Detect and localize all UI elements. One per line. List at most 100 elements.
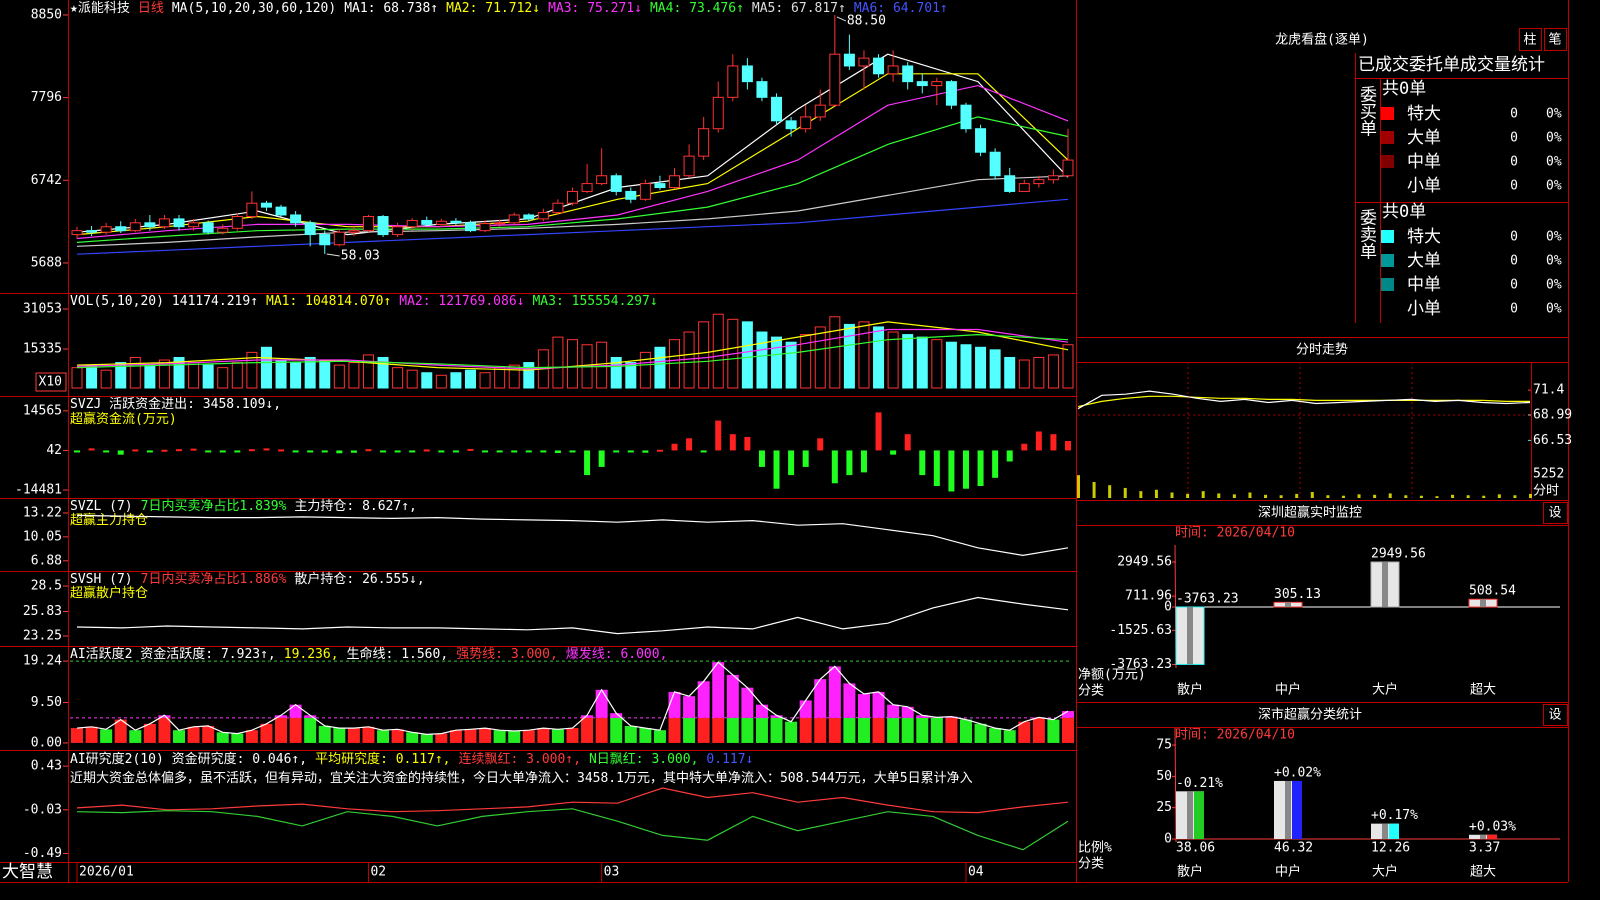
header-item: 日线	[138, 1, 164, 16]
activity-bar	[318, 725, 331, 743]
intraday-volume	[1357, 494, 1361, 498]
candle-body	[217, 227, 229, 233]
high-pointer	[836, 16, 847, 22]
volume-bar	[1018, 359, 1030, 389]
activity-bar-top	[158, 715, 171, 718]
flow-bar	[598, 450, 605, 467]
flow-bar	[292, 450, 299, 453]
x-tick-label: 03	[604, 865, 620, 880]
activity-bar	[522, 730, 535, 743]
value-label: 46.32	[1274, 841, 1313, 856]
activity-bar	[697, 717, 710, 743]
candle-body	[260, 202, 272, 208]
intraday-volume	[1154, 489, 1158, 498]
color-swatch	[1381, 230, 1394, 243]
intraday-volume	[1419, 495, 1423, 498]
activity-bar	[755, 717, 768, 743]
y-tick-label: 0	[1164, 600, 1172, 615]
candle-body	[479, 223, 491, 232]
volume-bar	[377, 356, 389, 389]
activity-bar-top	[668, 691, 681, 718]
flow-bar	[350, 450, 357, 453]
activity-bar	[1018, 721, 1031, 743]
flow-bar	[176, 449, 183, 452]
intraday-volume	[1123, 487, 1127, 498]
candle-body	[698, 128, 710, 157]
row-name: 中单	[1407, 275, 1441, 295]
category-label: 大户	[1372, 864, 1398, 880]
candle-body	[246, 202, 258, 218]
header-item: 超赢主力持仓	[70, 512, 148, 528]
header-item: MA1: 68.738↑	[344, 1, 438, 16]
volume-bar	[654, 346, 666, 389]
candle-body	[86, 230, 98, 233]
volume-bar	[975, 346, 987, 389]
volume-bar	[960, 344, 972, 389]
row-count: 0	[1510, 278, 1518, 293]
flow-bar	[1006, 450, 1013, 462]
category-label: 散户	[1177, 682, 1203, 698]
flow-bar	[88, 448, 95, 451]
volume-bar	[392, 367, 404, 389]
flow-bar	[919, 450, 926, 476]
intraday-volume	[1279, 495, 1283, 498]
intraday-vtick-label: 5252	[1533, 466, 1564, 481]
activity-bar	[304, 717, 317, 743]
volume-bar	[800, 334, 812, 389]
activity-bar-top	[712, 662, 725, 718]
candle-body	[115, 226, 127, 232]
low-pointer	[326, 253, 340, 257]
candle-body	[785, 120, 797, 130]
volume-bar	[785, 341, 797, 389]
volume-bar	[902, 334, 914, 389]
activity-bar-top	[289, 704, 302, 718]
activity-bar	[129, 730, 142, 743]
row-pct: 0%	[1546, 302, 1562, 317]
candle-body	[960, 104, 972, 130]
candle-body	[537, 212, 549, 220]
y-tick-label: 0	[1164, 831, 1172, 846]
candle-body	[975, 128, 987, 153]
volume-bar	[231, 362, 243, 389]
flow-bar	[715, 420, 722, 451]
header-item: 强势线: 3.000,	[456, 646, 558, 662]
flow-bar	[933, 450, 940, 487]
flow-bar	[977, 450, 984, 487]
tick-button[interactable]: 笔	[1548, 32, 1561, 48]
activity-bar	[974, 723, 987, 743]
activity-bar	[187, 726, 200, 743]
row-name: 中单	[1407, 152, 1441, 172]
volume-bar	[450, 372, 462, 389]
bar-color	[1292, 780, 1302, 839]
bar-color	[1389, 823, 1399, 839]
flow-bar	[817, 438, 824, 451]
stats-settings[interactable]: 设	[1548, 708, 1561, 723]
flow-bar	[1021, 443, 1028, 451]
activity-bar-top	[901, 706, 914, 718]
flow-bar	[74, 450, 80, 453]
category-label: 超大	[1470, 683, 1496, 698]
activity-bar	[245, 730, 258, 743]
volume-bar	[1033, 356, 1045, 389]
volume-bar	[494, 367, 506, 389]
header-item: 生命线: 1.560,	[347, 646, 449, 662]
activity-bar	[901, 717, 914, 743]
y-tick-label: 42	[46, 443, 62, 458]
y-tick-label: 6742	[31, 173, 62, 188]
y-tick-label: 75	[1156, 738, 1172, 753]
y-tick-label: 50	[1156, 769, 1172, 784]
intraday-volume	[1217, 493, 1221, 498]
candle-body	[1018, 183, 1030, 192]
intraday-volume	[1513, 495, 1517, 498]
volume-bar	[158, 359, 170, 389]
candle-body	[945, 81, 957, 106]
volume-bar	[71, 367, 83, 389]
candle-body	[1062, 159, 1074, 177]
flow-bar	[671, 443, 678, 451]
group-total: 共0单	[1382, 202, 1426, 222]
pct-label: +0.17%	[1371, 808, 1418, 823]
flow-bar	[511, 450, 518, 453]
monitor-settings[interactable]: 设	[1548, 506, 1561, 521]
bar-button[interactable]: 柱	[1523, 33, 1536, 48]
